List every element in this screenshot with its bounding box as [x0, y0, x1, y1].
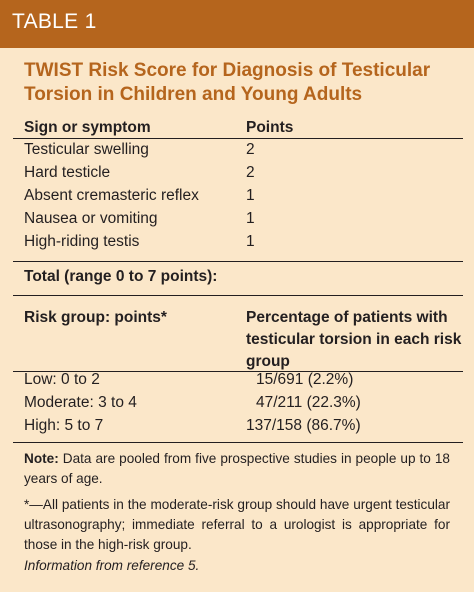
points-cell: 1 [246, 210, 255, 227]
source-citation: Information from reference 5. [24, 558, 200, 573]
table-row: Moderate: 3 to 4 47/211 (22.3%) [24, 392, 464, 414]
col-header-points: Points [246, 119, 294, 136]
col-header-sign: Sign or symptom [24, 119, 151, 136]
sign-cell: Hard testicle [24, 164, 111, 181]
section-rule [13, 295, 463, 296]
note-label: Note: [24, 451, 59, 466]
risk-group-cell: Low: 0 to 2 [24, 371, 100, 388]
table-row: Absent cremasteric reflex 1 [24, 185, 464, 207]
table-label: TABLE 1 [12, 10, 97, 33]
risk-group-cell: High: 5 to 7 [24, 417, 104, 434]
table-footnote: *—All patients in the moderate-risk grou… [24, 497, 450, 552]
col-header-risk-group: Risk group: points* [24, 309, 167, 326]
total-row: Total (range 0 to 7 points): [24, 266, 464, 288]
col-header-percentage: Percentage of patients with testicular t… [246, 309, 462, 370]
note-text: Data are pooled from five prospective st… [24, 451, 450, 486]
sign-cell: Testicular swelling [24, 141, 149, 158]
table-row: Testicular swelling 2 [24, 139, 464, 161]
table-row: Hard testicle 2 [24, 162, 464, 184]
section-rule [13, 442, 463, 443]
section-rule [13, 261, 463, 262]
sign-cell: High-riding testis [24, 233, 140, 250]
sign-cell: Nausea or vomiting [24, 210, 158, 227]
table-row: High-riding testis 1 [24, 231, 464, 253]
score-header-row: Sign or symptom Points [24, 117, 464, 139]
percentage-cell: 137/158 (86.7%) [246, 417, 361, 434]
header-rule [13, 371, 463, 372]
percentage-cell: 47/211 (22.3%) [256, 394, 361, 411]
table-row: High: 5 to 7 137/158 (86.7%) [24, 415, 464, 437]
points-cell: 1 [246, 233, 255, 250]
header-rule [13, 138, 463, 139]
risk-group-cell: Moderate: 3 to 4 [24, 394, 137, 411]
table-note: Note: Data are pooled from five prospect… [24, 449, 450, 489]
table-row: Low: 0 to 2 15/691 (2.2%) [24, 369, 464, 391]
total-label: Total (range 0 to 7 points): [24, 268, 218, 285]
percentage-cell: 15/691 (2.2%) [256, 371, 354, 388]
points-cell: 2 [246, 141, 255, 158]
table-row: Nausea or vomiting 1 [24, 208, 464, 230]
table-caption: TWIST Risk Score for Diagnosis of Testic… [24, 60, 431, 105]
points-cell: 1 [246, 187, 255, 204]
table-header-bar: TABLE 1 [0, 0, 474, 48]
sign-cell: Absent cremasteric reflex [24, 187, 199, 204]
points-cell: 2 [246, 164, 255, 181]
